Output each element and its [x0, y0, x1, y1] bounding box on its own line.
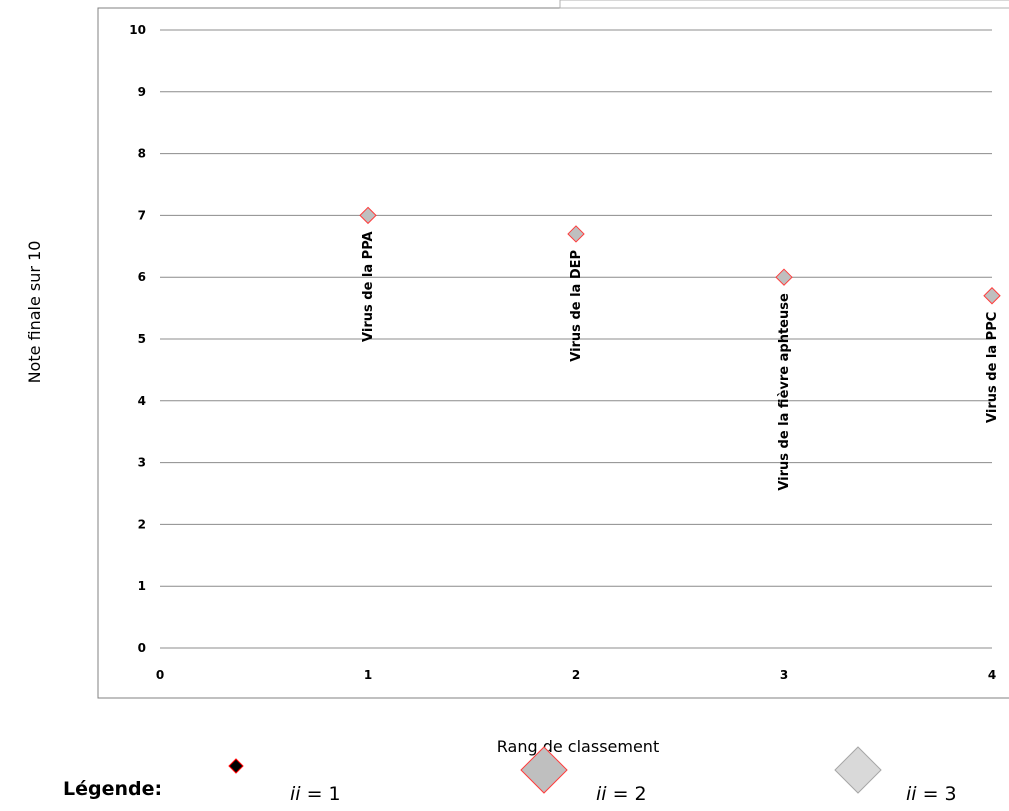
x-tick-label: 2	[572, 668, 580, 682]
data-point	[983, 287, 1001, 305]
data-point	[567, 225, 585, 243]
legend-title: Légende:	[63, 778, 162, 800]
legend: Légende: ii = 1 ii = 2 ii = 3	[63, 746, 957, 805]
y-tick-label: 8	[138, 147, 146, 161]
legend-marker-ii2	[520, 746, 568, 794]
x-tick-label: 1	[364, 668, 372, 682]
y-tick-label: 7	[138, 208, 146, 222]
y-axis-title: Note finale sur 10	[25, 241, 44, 384]
y-tick-label: 10	[129, 23, 146, 37]
grid	[160, 29, 992, 649]
y-tick-label: 6	[138, 270, 146, 284]
legend-marker-ii3	[834, 746, 882, 794]
y-tick-label: 3	[138, 456, 146, 470]
point-label: Virus de la PPA	[361, 231, 376, 342]
y-tick-label: 9	[138, 85, 146, 99]
y-tick-label: 1	[138, 579, 146, 593]
point-label: Virus de la DEP	[569, 250, 584, 362]
top-right-box	[559, 0, 1009, 9]
x-tick-labels: 0 1 2 3 4	[156, 668, 996, 682]
chart-frame	[97, 7, 1009, 699]
x-tick-label: 3	[780, 668, 788, 682]
legend-label-ii3: ii = 3	[906, 783, 957, 805]
point-label: Virus de la fièvre aphteuse	[777, 293, 792, 491]
data-point	[359, 206, 377, 225]
legend-marker-ii1	[228, 758, 244, 774]
point-labels: Virus de la PPA Virus de la DEP Virus de l…	[361, 231, 1000, 490]
y-tick-label: 4	[138, 394, 146, 408]
y-tick-label: 2	[138, 517, 146, 531]
legend-label-ii2: ii = 2	[596, 783, 647, 805]
y-tick-label: 5	[138, 332, 146, 346]
y-tick-labels: 0 1 2 3 4 5 6 7 8 9 10	[129, 23, 146, 655]
point-label: Virus de la PPC	[985, 312, 1000, 423]
x-axis-title: Rang de classement	[497, 737, 659, 756]
y-tick-label: 0	[138, 641, 146, 655]
legend-label-ii1: ii = 1	[290, 783, 341, 805]
data-point	[775, 268, 793, 286]
data-points	[359, 206, 1001, 305]
x-tick-label: 0	[156, 668, 164, 682]
x-tick-label: 4	[988, 668, 996, 682]
